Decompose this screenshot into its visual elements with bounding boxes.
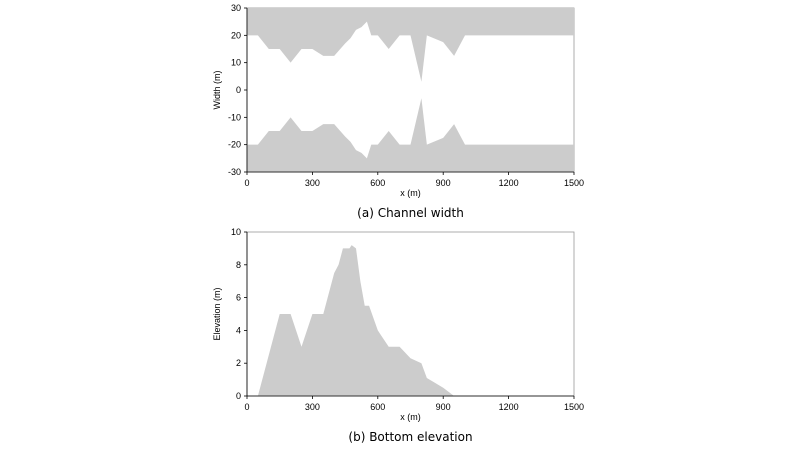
x-tick-label: 1500	[564, 402, 584, 412]
upper-bank-area	[247, 8, 574, 82]
y-axis-label: Elevation (m)	[212, 287, 222, 340]
panel-caption: (a) Channel width	[357, 206, 464, 220]
y-tick-label: -20	[228, 140, 241, 150]
y-tick-label: -30	[228, 167, 241, 177]
y-tick-label: 6	[236, 293, 241, 303]
x-tick-label: 600	[370, 178, 385, 188]
y-tick-label: 4	[236, 325, 241, 335]
chart-bottom-elevation: 10 8 6 4 2 00 300 600 900 1200 1500 x (m) Elevation …	[212, 227, 584, 444]
y-tick-label: 30	[231, 3, 241, 13]
x-tick-label: 900	[436, 402, 451, 412]
y-tick-label: 0	[236, 391, 241, 401]
x-tick-label: 0	[244, 402, 249, 412]
x-tick-label: 300	[305, 402, 320, 412]
x-tick-label: 1200	[499, 402, 519, 412]
x-tick-label: 300	[305, 178, 320, 188]
y-tick-label: 8	[236, 260, 241, 270]
y-axis-label: Width (m)	[212, 71, 222, 110]
y-tick-label: 10	[231, 58, 241, 68]
y-tick-label: 2	[236, 358, 241, 368]
x-axis-label: x (m)	[400, 188, 421, 198]
lower-bank-area	[247, 98, 574, 172]
x-tick-label: 600	[370, 402, 385, 412]
y-tick-label: 20	[231, 30, 241, 40]
x-tick-label: 900	[436, 178, 451, 188]
y-tick-label: -10	[228, 112, 241, 122]
x-tick-label: 0	[244, 178, 249, 188]
x-axis-label: x (m)	[400, 412, 421, 422]
panel-caption: (b) Bottom elevation	[348, 430, 472, 444]
x-tick-label: 1500	[564, 178, 584, 188]
y-tick-label: 0	[236, 85, 241, 95]
y-tick-label: 10	[231, 227, 241, 237]
elevation-area	[247, 245, 574, 396]
x-tick-label: 1200	[499, 178, 519, 188]
